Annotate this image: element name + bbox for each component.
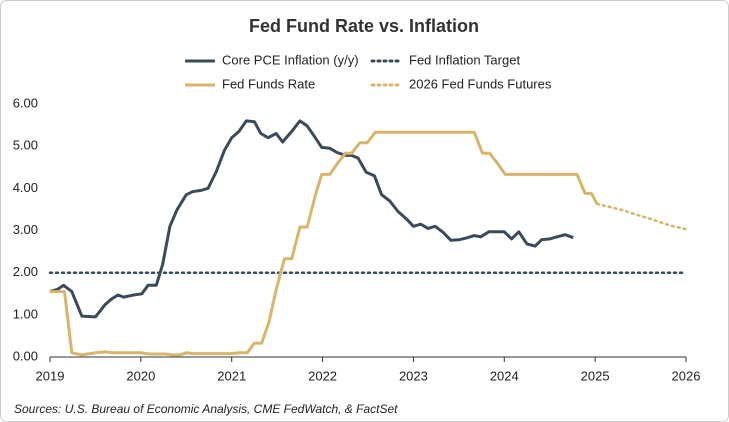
- x-tick-label: 2023: [399, 368, 428, 383]
- x-tick-label: 2024: [490, 368, 519, 383]
- x-tick-label: 2025: [581, 368, 610, 383]
- series-line: [50, 130, 599, 357]
- y-tick-label: 5.00: [13, 138, 38, 153]
- legend-label: 2026 Fed Funds Futures: [409, 76, 552, 91]
- legend-label: Fed Funds Rate: [222, 76, 315, 91]
- series-line: [49, 119, 574, 319]
- legend-label: Core PCE Inflation (y/y): [222, 52, 359, 67]
- y-tick-label: 6.00: [13, 95, 38, 110]
- x-tick-label: 2026: [672, 368, 701, 383]
- series-line: [595, 202, 688, 231]
- y-tick-label: 4.00: [13, 180, 38, 195]
- y-tick-label: 1.00: [13, 306, 38, 321]
- y-tick-label: 3.00: [13, 222, 38, 237]
- chart-title: Fed Fund Rate vs. Inflation: [249, 16, 479, 36]
- x-tick-label: 2020: [126, 368, 155, 383]
- y-tick-label: 2.00: [13, 264, 38, 279]
- x-tick-label: 2019: [36, 368, 65, 383]
- y-tick-label: 0.00: [13, 348, 38, 363]
- x-tick-label: 2022: [308, 368, 337, 383]
- x-tick-label: 2021: [217, 368, 246, 383]
- legend-label: Fed Inflation Target: [409, 52, 520, 67]
- source-note: Sources: U.S. Bureau of Economic Analysi…: [14, 402, 398, 416]
